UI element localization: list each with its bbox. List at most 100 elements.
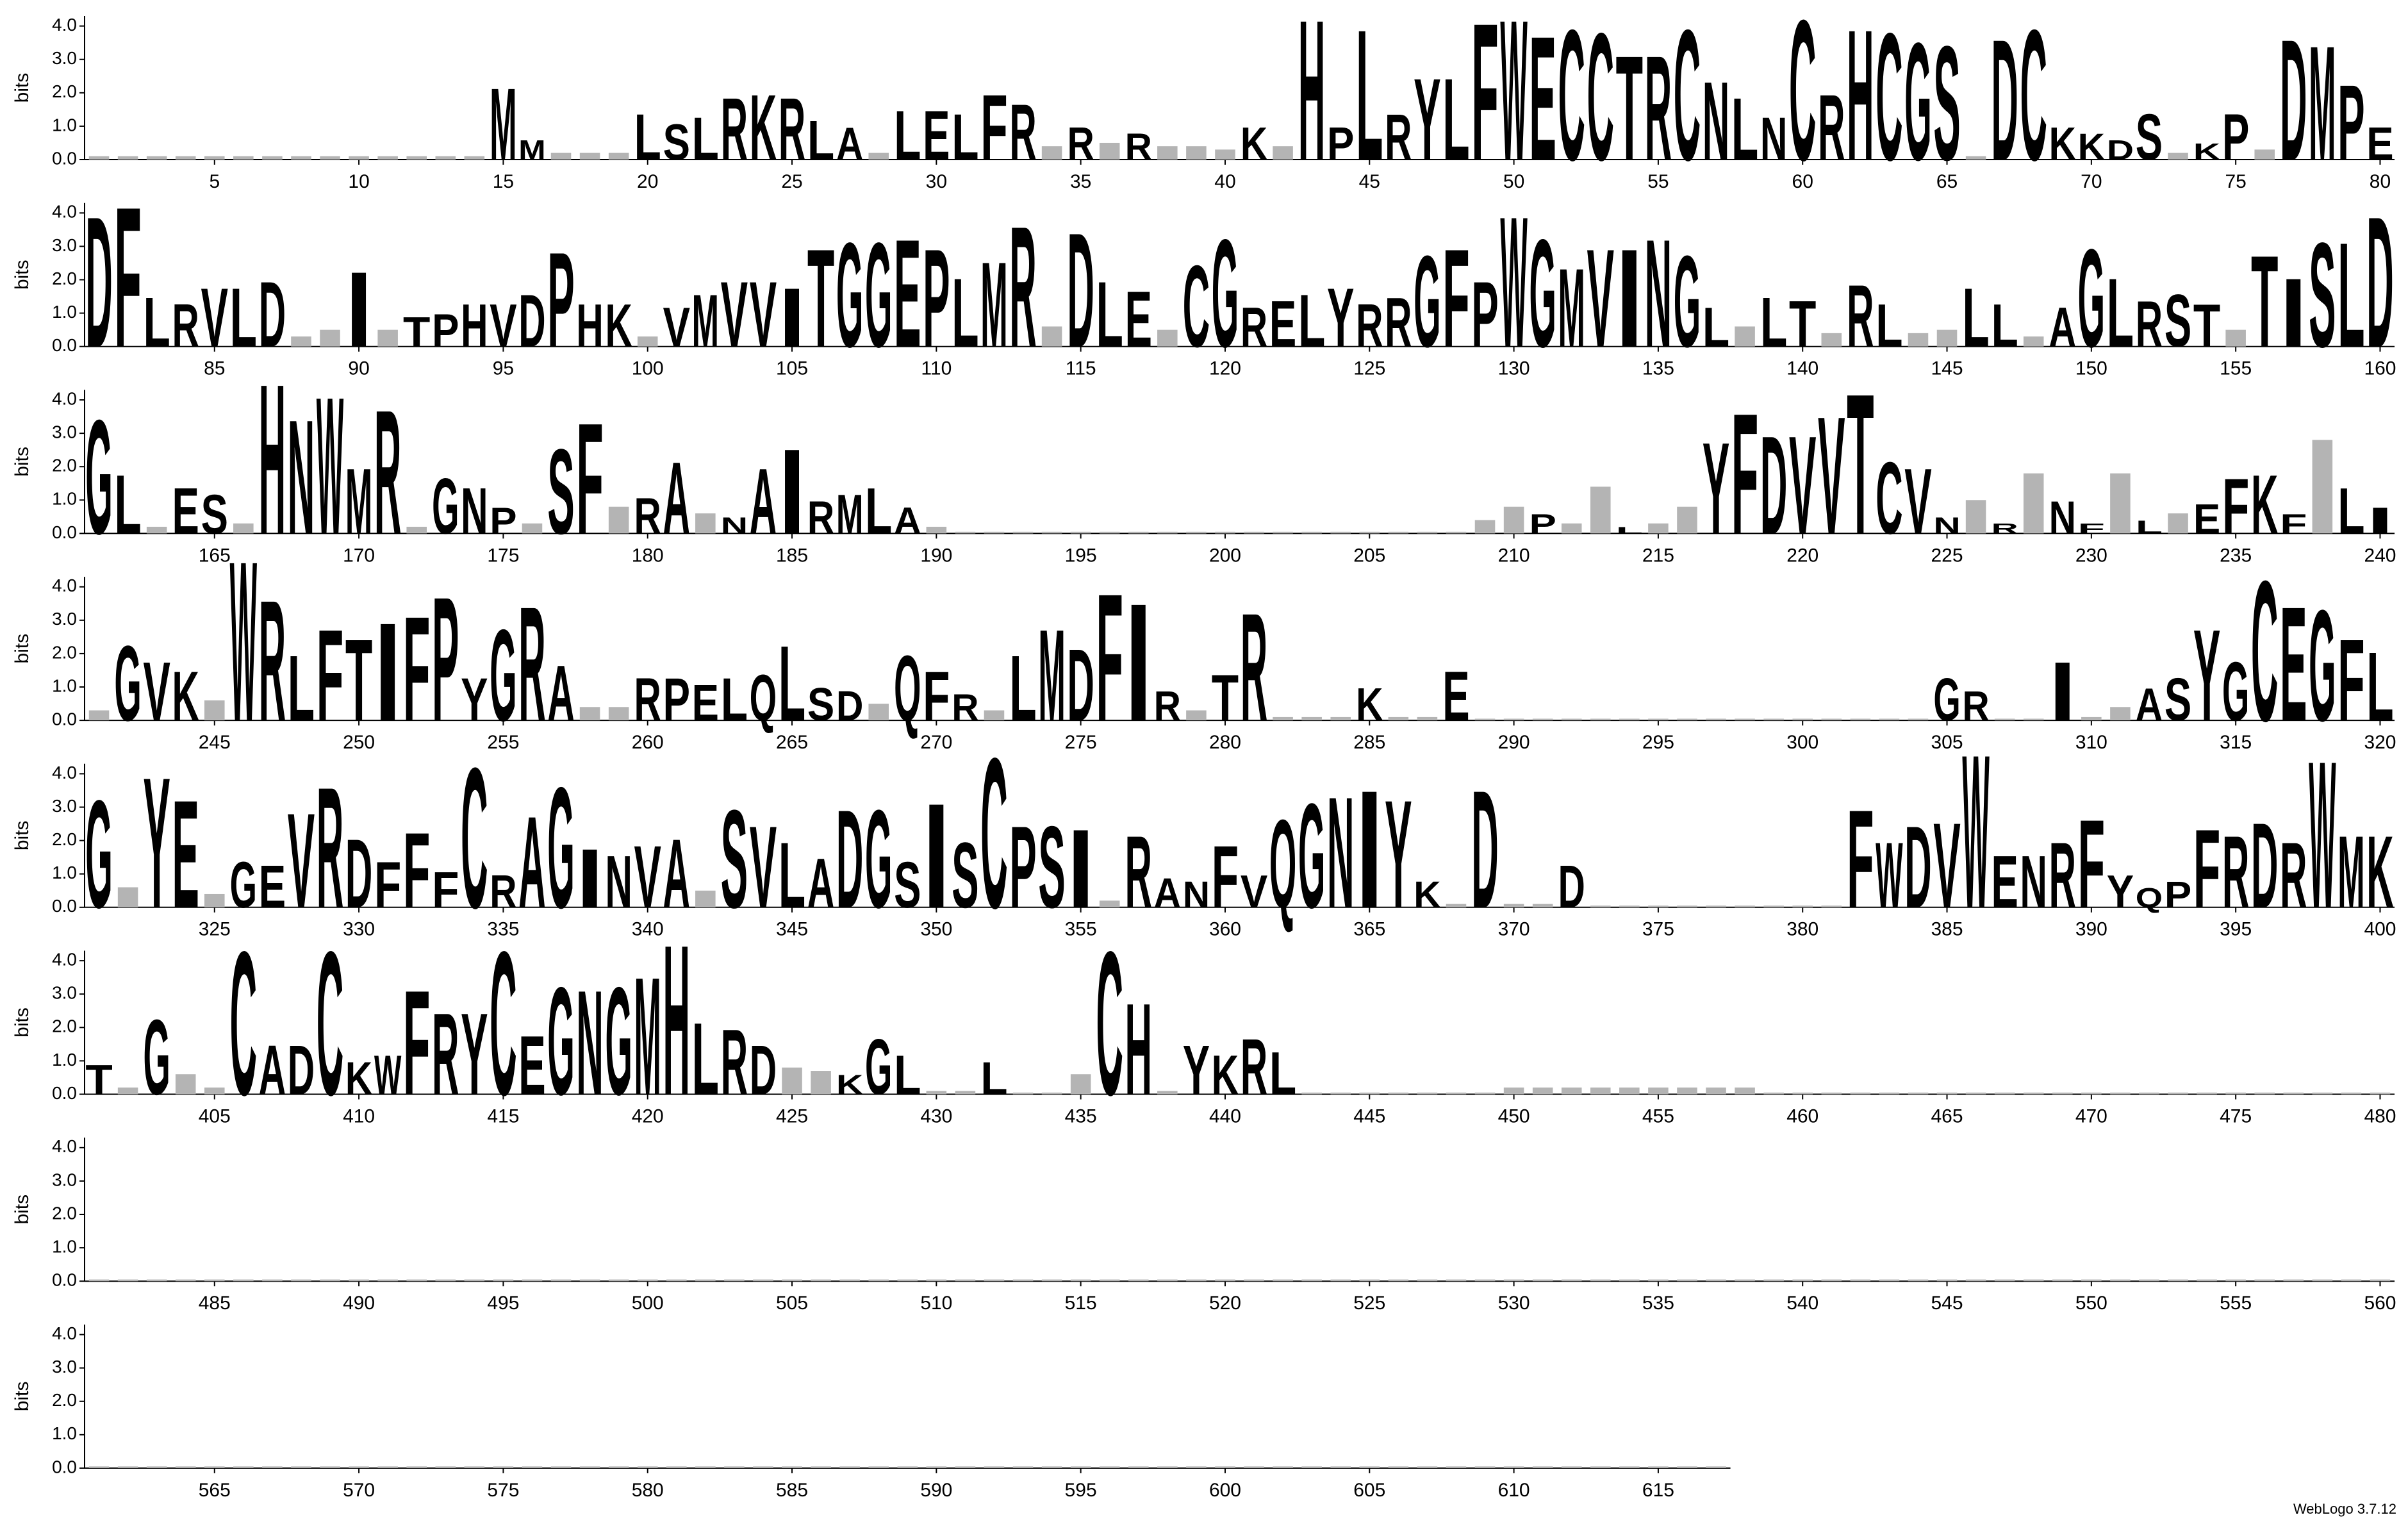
letter: N <box>1760 105 1787 173</box>
filler-stack <box>1474 1092 1496 1095</box>
x-tick-label: 450 <box>1498 1105 1530 1127</box>
filler-stack <box>291 156 311 160</box>
letter: G <box>1414 229 1440 375</box>
letter: V <box>750 802 777 932</box>
x-tick-label: 75 <box>2225 171 2246 192</box>
filler-stack <box>2225 1279 2246 1282</box>
x-tick-label: 190 <box>920 545 952 566</box>
filler-stack <box>2168 153 2188 160</box>
y-tick-label: 1.0 <box>52 863 77 882</box>
filler-stack <box>811 1466 831 1468</box>
letter: R <box>634 666 661 734</box>
footer: WebLogo 3.7.12 <box>2293 1501 2396 1517</box>
y-tick-label: 1.0 <box>52 1050 77 1070</box>
letter: H <box>576 292 603 360</box>
letter: A <box>750 449 777 553</box>
x-tick-label: 580 <box>632 1480 664 1501</box>
letter: V <box>143 644 170 738</box>
letter: G <box>2222 644 2249 738</box>
letter: D <box>836 682 863 729</box>
y-tick-label: 2.0 <box>52 81 77 101</box>
filler-stack <box>1850 718 1871 721</box>
filler-stack <box>233 1279 254 1282</box>
filler-stack <box>1561 1466 1582 1468</box>
x-tick-label: 300 <box>1786 732 1818 753</box>
filler-stack <box>1763 718 1784 721</box>
filler-stack <box>1417 716 1438 721</box>
letter: L <box>2107 259 2134 368</box>
filler-stack <box>1070 1466 1091 1468</box>
letter: F <box>2280 508 2307 540</box>
letter: D <box>2107 135 2134 166</box>
filler-stack <box>1388 531 1409 534</box>
letter: L <box>143 284 170 362</box>
letter: F <box>2338 615 2364 745</box>
x-tick-label: 585 <box>776 1480 808 1501</box>
x-tick-label: 275 <box>1065 732 1097 753</box>
letter: I <box>923 773 950 939</box>
filler-stack <box>349 1279 369 1282</box>
filler-stack <box>1012 1466 1034 1468</box>
letter: E <box>172 768 199 940</box>
letter: L <box>692 105 719 173</box>
filler-stack <box>1157 531 1178 534</box>
letter: Y <box>2107 866 2134 918</box>
filler-stack <box>984 710 1005 721</box>
y-tick-label: 3.0 <box>52 422 77 442</box>
letter: R <box>1125 126 1152 168</box>
filler-stack <box>377 1466 398 1468</box>
filler-stack <box>2197 1092 2217 1095</box>
letter: G <box>1212 208 1239 379</box>
y-tick-label: 1.0 <box>52 675 77 695</box>
filler-stack <box>608 153 629 160</box>
letter: V <box>490 292 516 360</box>
filler-stack <box>2023 718 2044 721</box>
y-tick-label: 1.0 <box>52 302 77 322</box>
filler-stack <box>753 1466 773 1468</box>
letter: I <box>1356 756 1383 943</box>
letter: W <box>1876 823 1903 927</box>
letter: V <box>721 262 748 367</box>
filler-stack <box>204 1088 225 1095</box>
filler-stack <box>955 531 976 534</box>
letter: R <box>1356 292 1383 360</box>
filler-stack <box>1561 1279 1582 1282</box>
letter: D <box>1471 756 1498 943</box>
letter: H <box>259 339 286 579</box>
letter: L <box>894 1044 921 1107</box>
filler-stack <box>1677 718 1697 721</box>
letter: L <box>2366 633 2393 741</box>
filler-stack <box>1012 531 1034 534</box>
letter: S <box>2165 666 2191 734</box>
x-tick-label: 175 <box>487 545 519 566</box>
letter: D <box>750 1032 777 1110</box>
letter: R <box>1067 118 1094 170</box>
letter: G <box>865 781 892 938</box>
letter: D <box>1067 199 1094 381</box>
letter: E <box>894 208 921 379</box>
filler-stack <box>1417 1466 1438 1468</box>
filler-stack <box>1908 1279 1929 1282</box>
filler-stack <box>2370 1279 2391 1282</box>
filler-stack <box>2168 1279 2188 1282</box>
filler-stack <box>2023 336 2044 347</box>
letter: T <box>2193 292 2220 360</box>
letter: R <box>1241 581 1267 753</box>
x-tick-label: 405 <box>199 1105 231 1127</box>
filler-stack <box>233 1466 254 1468</box>
filler-stack <box>1532 718 1553 721</box>
letter: I <box>374 594 401 750</box>
letter: D <box>518 279 545 363</box>
x-tick-label: 330 <box>343 919 375 940</box>
letter: R <box>721 80 748 179</box>
filler-stack <box>1792 1092 1813 1095</box>
x-tick-label: 445 <box>1353 1105 1385 1127</box>
letter: F <box>432 861 459 918</box>
letter: V <box>288 785 315 936</box>
filler-stack <box>320 329 340 347</box>
x-tick-label: 55 <box>1647 171 1669 192</box>
filler-stack <box>1446 904 1467 907</box>
letter: Y <box>1385 768 1412 940</box>
letter: M <box>1558 246 1585 371</box>
